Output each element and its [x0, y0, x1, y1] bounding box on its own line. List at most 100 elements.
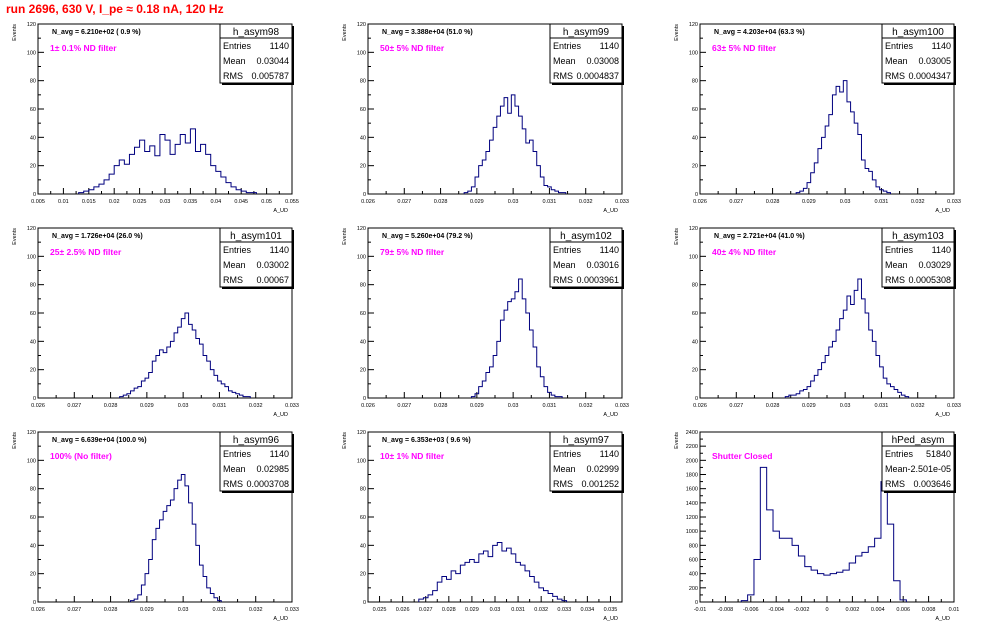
stats-label-mean: Mean [885, 260, 908, 270]
y-tick-label: 60 [692, 107, 698, 113]
stats-box [219, 227, 293, 288]
y-tick-label: 0 [695, 192, 698, 198]
y-tick-label: 40 [30, 543, 36, 549]
stats-value-mean: 0.02985 [256, 464, 289, 474]
stats-label-entries: Entries [553, 245, 582, 255]
y-tick-label: 40 [692, 135, 698, 141]
stats-title: h_asym101 [230, 231, 282, 242]
x-tick-label: 0.006 [896, 607, 910, 613]
y-tick-label: 800 [689, 543, 698, 549]
panel-hPed_asym: 0 200 400 600 800 1000 1200 1400 1600 1800 2000 220… [674, 430, 959, 622]
stats-label-rms: RMS [223, 71, 243, 81]
y-tick-label: 2000 [686, 458, 698, 464]
histogram-series [784, 278, 910, 398]
x-tick-label: 0.032 [911, 199, 925, 205]
stats-title: h_asym98 [233, 27, 280, 38]
navg-label: N_avg = 3.388e+04 (51.0 %) [382, 29, 473, 36]
histogram-series [78, 128, 257, 194]
x-tick-label: 0.03 [178, 403, 189, 409]
x-axis-label: A_UD [935, 616, 950, 622]
x-axis-label: A_UD [603, 412, 618, 418]
stats-value-mean: 0.03016 [586, 260, 619, 270]
stats-value-rms: 0.001252 [581, 479, 619, 489]
y-tick-label: 1200 [686, 515, 698, 521]
y-tick-label: 80 [30, 487, 36, 493]
stats-label-entries: Entries [223, 449, 252, 459]
stats-label-entries: Entries [223, 41, 252, 51]
x-tick-label: 0.026 [361, 199, 375, 205]
x-tick-label: 0.026 [361, 403, 375, 409]
x-axis-label: A_UD [273, 412, 288, 418]
stats-box [881, 23, 955, 84]
y-tick-label: 600 [689, 558, 698, 564]
y-tick-label: 40 [692, 339, 698, 345]
x-axis-label: A_UD [273, 208, 288, 214]
x-tick-label: 0.03 [508, 403, 519, 409]
stats-label-mean: Mean [223, 260, 246, 270]
stats-value-rms: 0.0004837 [576, 71, 619, 81]
x-tick-label: 0.008 [922, 607, 936, 613]
x-tick-label: 0.035 [604, 607, 618, 613]
y-tick-label: 100 [27, 458, 36, 464]
x-tick-label: 0.031 [213, 607, 227, 613]
stats-value-mean: 0.03008 [586, 56, 619, 66]
stats-title: h_asym97 [563, 435, 610, 446]
stats-value-entries: 1140 [600, 41, 619, 51]
panel-h_asym96: 0 20 40 60 80 100 120 0.026 0.027 0.028 0.029 0.03 0… [12, 430, 299, 622]
x-tick-label: 0.015 [82, 199, 96, 205]
y-tick-label: 120 [689, 226, 698, 232]
x-tick-label: 0.031 [511, 607, 525, 613]
stats-value-entries: 1140 [600, 245, 619, 255]
stats-value-mean: -2.501e-05 [907, 464, 951, 474]
x-tick-label: 0.027 [397, 199, 411, 205]
stats-value-entries: 1140 [932, 245, 951, 255]
y-tick-label: 0 [363, 192, 366, 198]
x-tick-label: 0.027 [729, 403, 743, 409]
stats-label-entries: Entries [553, 41, 582, 51]
x-tick-label: 0.031 [213, 403, 227, 409]
stats-title: h_asym99 [563, 27, 610, 38]
y-tick-label: 120 [357, 226, 366, 232]
stats-box [881, 227, 955, 288]
stats-title: h_asym103 [892, 231, 944, 242]
y-axis-label: Events [12, 24, 18, 41]
filter-label: 63± 5% ND filter [712, 43, 777, 53]
y-axis-label: Events [12, 432, 18, 449]
x-axis-label: A_UD [603, 616, 618, 622]
stats-label-entries: Entries [885, 245, 914, 255]
x-tick-label: -0.004 [768, 607, 784, 613]
x-tick-label: 0.033 [285, 403, 299, 409]
y-tick-label: 400 [689, 572, 698, 578]
x-axis-label: A_UD [273, 616, 288, 622]
stats-title: h_asym102 [560, 231, 612, 242]
x-tick-label: 0.026 [693, 403, 707, 409]
y-tick-label: 1800 [686, 473, 698, 479]
stats-value-rms: 0.0005308 [908, 275, 951, 285]
y-axis-label: Events [674, 432, 680, 449]
y-tick-label: 100 [357, 458, 366, 464]
stats-label-entries: Entries [885, 449, 914, 459]
filter-label: 25± 2.5% ND filter [50, 247, 122, 257]
y-tick-label: 120 [689, 22, 698, 28]
navg-label: N_avg = 6.639e+04 (100.0 %) [52, 437, 147, 444]
x-tick-label: 0.033 [557, 607, 571, 613]
stats-label-rms: RMS [885, 479, 905, 489]
stats-title: h_asym100 [892, 27, 944, 38]
y-tick-label: 1000 [686, 529, 698, 535]
x-tick-label: 0.026 [31, 403, 45, 409]
x-tick-label: 0.029 [802, 199, 816, 205]
x-tick-label: 0.005 [31, 199, 45, 205]
y-tick-label: 100 [689, 50, 698, 56]
y-tick-label: 100 [689, 254, 698, 260]
x-tick-label: 0.025 [373, 607, 387, 613]
x-tick-label: 0.032 [249, 607, 263, 613]
x-tick-label: 0.026 [31, 607, 45, 613]
y-tick-label: 1400 [686, 501, 698, 507]
stats-value-rms: 0.005787 [251, 71, 289, 81]
stats-label-rms: RMS [553, 479, 573, 489]
